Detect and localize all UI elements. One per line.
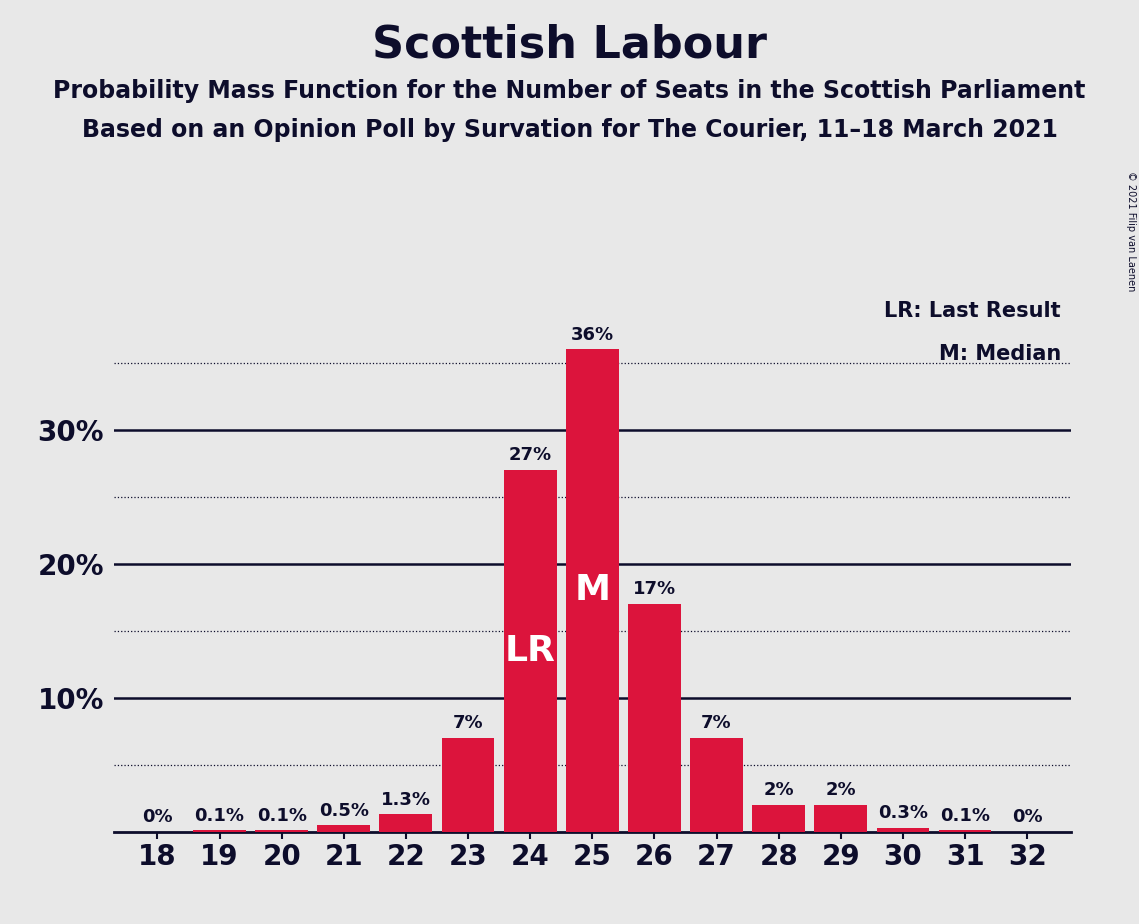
Bar: [194, 831, 246, 832]
Text: 7%: 7%: [452, 714, 483, 733]
Bar: [939, 831, 991, 832]
Text: 0.3%: 0.3%: [878, 804, 928, 822]
Text: 0.5%: 0.5%: [319, 801, 369, 820]
Text: 0%: 0%: [1011, 808, 1042, 826]
Bar: [566, 349, 618, 832]
Bar: [690, 737, 743, 832]
Text: M: Median: M: Median: [939, 344, 1062, 364]
Bar: [628, 604, 681, 832]
Text: 36%: 36%: [571, 326, 614, 344]
Text: 1.3%: 1.3%: [380, 791, 431, 808]
Bar: [752, 805, 805, 832]
Text: 2%: 2%: [763, 782, 794, 799]
Bar: [318, 825, 370, 832]
Text: 7%: 7%: [702, 714, 732, 733]
Text: Scottish Labour: Scottish Labour: [372, 23, 767, 67]
Text: 17%: 17%: [633, 580, 675, 599]
Text: 0.1%: 0.1%: [256, 807, 306, 825]
Text: Probability Mass Function for the Number of Seats in the Scottish Parliament: Probability Mass Function for the Number…: [54, 79, 1085, 103]
Text: LR: Last Result: LR: Last Result: [885, 301, 1062, 321]
Text: © 2021 Filip van Laenen: © 2021 Filip van Laenen: [1126, 171, 1136, 291]
Text: M: M: [574, 574, 611, 607]
Bar: [503, 470, 557, 832]
Bar: [255, 831, 308, 832]
Bar: [877, 828, 929, 832]
Text: 2%: 2%: [826, 782, 857, 799]
Text: 27%: 27%: [509, 446, 551, 465]
Text: 0.1%: 0.1%: [940, 807, 990, 825]
Text: LR: LR: [505, 634, 556, 668]
Bar: [442, 737, 494, 832]
Bar: [814, 805, 867, 832]
Text: 0%: 0%: [142, 808, 173, 826]
Text: Based on an Opinion Poll by Survation for The Courier, 11–18 March 2021: Based on an Opinion Poll by Survation fo…: [82, 118, 1057, 142]
Text: 0.1%: 0.1%: [195, 807, 245, 825]
Bar: [379, 814, 433, 832]
